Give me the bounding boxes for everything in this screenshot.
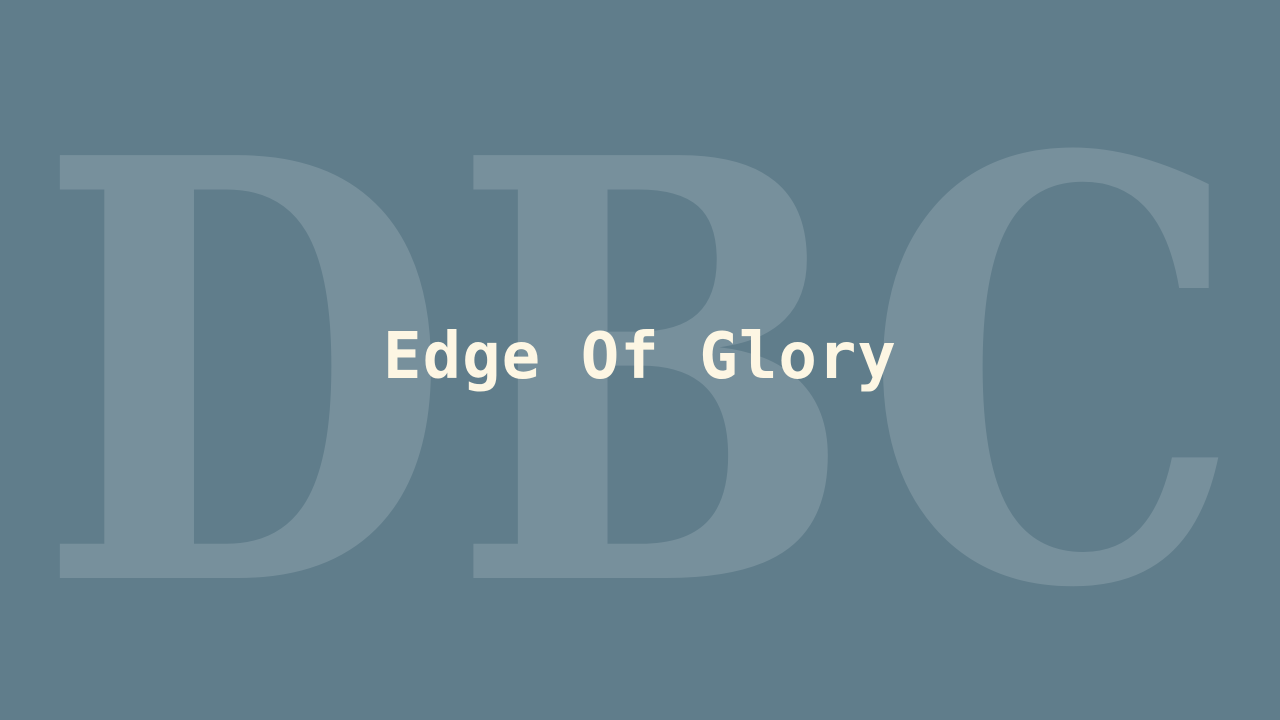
page-title: Edge Of Glory [383,320,897,394]
monogram-text: DBC [38,33,1243,715]
